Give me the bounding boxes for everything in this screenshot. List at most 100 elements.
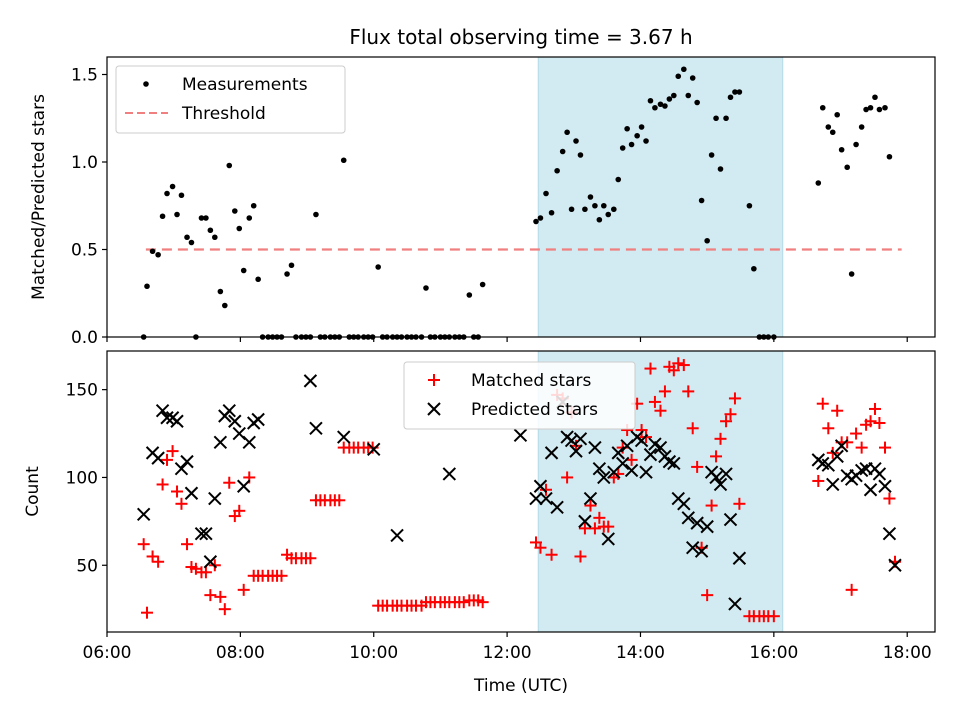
matched-star-point bbox=[686, 422, 699, 435]
x-axis-label: Time (UTC) bbox=[473, 676, 568, 696]
measurement-point bbox=[164, 190, 170, 197]
measurement-point bbox=[819, 104, 826, 111]
predicted-star-point bbox=[863, 483, 878, 497]
matched-star-point bbox=[237, 583, 250, 596]
predicted-star-point bbox=[539, 491, 553, 506]
predicted-star-point bbox=[337, 430, 351, 444]
predicted-star-point bbox=[611, 446, 625, 460]
matched-star-point bbox=[812, 474, 825, 487]
predicted-star-point bbox=[615, 456, 630, 471]
matched-star-point bbox=[152, 555, 165, 568]
matched-star-point bbox=[476, 596, 489, 609]
predicted-star-point bbox=[367, 442, 381, 457]
bottom-axes-frame bbox=[106, 350, 936, 633]
measurement-point bbox=[713, 115, 719, 122]
predicted-star-point bbox=[826, 477, 840, 492]
matched-star-point bbox=[175, 497, 188, 510]
predicted-star-point bbox=[569, 444, 583, 458]
matched-star-point bbox=[714, 432, 727, 445]
measurement-point bbox=[246, 215, 253, 221]
predicted-star-point bbox=[700, 519, 714, 534]
predicted-star-point bbox=[578, 514, 592, 529]
predicted-star-point bbox=[180, 454, 194, 469]
matched-star-point bbox=[841, 436, 854, 449]
measurement-point bbox=[212, 234, 218, 241]
x-tick-label: 06:00 bbox=[83, 643, 132, 663]
measurement-point bbox=[853, 141, 859, 148]
top-axes-frame bbox=[106, 56, 936, 338]
measurement-point bbox=[634, 132, 640, 139]
predicted-star-point bbox=[588, 440, 602, 455]
predicted-star-point bbox=[151, 451, 165, 465]
matched-star-point bbox=[724, 408, 737, 421]
matched-star-point bbox=[733, 497, 746, 510]
top-x-ticks bbox=[106, 337, 908, 342]
bottom-x-ticks: 06:00 08:00 10:00 12:00 14:00 16:00 18:00 bbox=[83, 632, 932, 663]
legend-matched-plus bbox=[428, 374, 440, 386]
matched-star-point bbox=[588, 522, 601, 535]
measurement-point bbox=[174, 211, 180, 218]
measurement-point bbox=[838, 146, 845, 153]
measurement-point bbox=[876, 106, 883, 113]
matched-star-point bbox=[561, 471, 574, 484]
predicted-star-point bbox=[442, 467, 457, 481]
measurement-point bbox=[844, 164, 850, 171]
matched-star-point bbox=[602, 520, 615, 533]
legend-threshold-label: Threshold bbox=[181, 104, 266, 124]
x-tick-label: 12:00 bbox=[483, 643, 532, 663]
figure-title: Flux total observing time = 3.67 h bbox=[349, 25, 692, 49]
x-tick-label: 18:00 bbox=[883, 643, 932, 663]
predicted-star-point bbox=[529, 491, 543, 506]
matched-star-point bbox=[864, 415, 877, 428]
predicted-star-point bbox=[222, 404, 236, 418]
predicted-star-point bbox=[194, 526, 209, 541]
predicted-star-point bbox=[713, 477, 728, 492]
matched-star-point bbox=[233, 504, 246, 517]
bottom-y-tick-label: 150 bbox=[66, 381, 98, 401]
measurement-point bbox=[537, 215, 544, 221]
measurement-point bbox=[236, 225, 243, 232]
predicted-star-point bbox=[199, 526, 213, 541]
measurement-point bbox=[284, 271, 290, 277]
legend-predicted-label: Predicted stars bbox=[471, 400, 598, 420]
matched-star-point bbox=[654, 404, 667, 417]
predicted-star-point bbox=[550, 500, 564, 515]
measurement-point bbox=[198, 215, 205, 221]
matched-star-point bbox=[873, 417, 886, 430]
measurement-point bbox=[717, 166, 724, 172]
predicted-star-point bbox=[533, 479, 548, 493]
measurement-point bbox=[155, 251, 161, 258]
matched-star-point bbox=[156, 478, 169, 491]
measurement-point bbox=[652, 104, 658, 111]
measurement-point bbox=[815, 180, 822, 186]
matched-star-point bbox=[677, 359, 690, 372]
matched-star-point bbox=[171, 485, 184, 498]
measurement-point bbox=[736, 89, 743, 95]
predicted-star-point bbox=[872, 467, 887, 481]
matched-star-point bbox=[166, 445, 179, 458]
measurement-point bbox=[592, 202, 598, 209]
measurement-point bbox=[207, 227, 214, 234]
measurement-point bbox=[203, 215, 209, 221]
predicted-star-point bbox=[251, 412, 265, 427]
measurement-point bbox=[169, 183, 176, 190]
predicted-star-point bbox=[203, 555, 218, 569]
predicted-star-point bbox=[170, 414, 184, 428]
measurement-point bbox=[587, 194, 594, 200]
matched-star-point bbox=[333, 494, 346, 507]
matched-star-point bbox=[146, 550, 159, 563]
matched-star-point bbox=[540, 483, 553, 496]
predicted-star-point bbox=[681, 511, 695, 525]
predicted-star-point bbox=[228, 414, 242, 428]
top-y-tick-label: 1.0 bbox=[71, 153, 98, 173]
bottom-y-axis-label: Count bbox=[23, 466, 43, 517]
x-tick-label: 08:00 bbox=[216, 643, 265, 663]
measurement-point bbox=[573, 138, 579, 144]
measurement-point bbox=[577, 152, 584, 158]
measurement-point bbox=[863, 106, 869, 113]
matched-star-point bbox=[218, 603, 231, 616]
predicted-star-point bbox=[513, 428, 528, 443]
predicted-star-point bbox=[719, 467, 733, 481]
measurement-point bbox=[250, 202, 257, 209]
x-tick-label: 14:00 bbox=[616, 643, 665, 663]
